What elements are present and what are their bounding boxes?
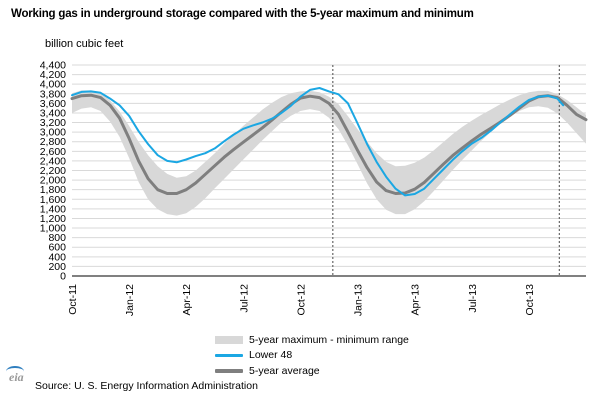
legend-label-lower-48: Lower 48 [249,349,293,362]
eia-logo: eia [9,370,24,384]
legend-swatch-range [215,335,243,344]
x-tick-label-4: Oct-12 [295,284,307,316]
dashed-divider-lines [332,65,560,276]
legend-label-range: 5-year maximum - minimum range [249,333,409,346]
legend-label-average: 5-year average [249,364,320,377]
range-band [72,90,586,216]
y-tick-label-11: 2,200 [40,165,66,177]
y-axis-unit-label: billion cubic feet [45,38,124,50]
source-note: Source: U. S. Energy Information Adminis… [35,380,258,392]
x-tick-label-3: Jul-12 [238,284,250,313]
y-tick-label-0: 0 [60,271,66,283]
series-line-lower-48 [71,87,565,197]
legend-swatch-average [215,368,243,373]
x-tick-label-6: Apr-13 [410,284,422,316]
x-tick-label-0: Oct-11 [67,284,79,315]
y-tick-label-6: 1,200 [40,213,66,225]
x-tick-label-7: Jul-13 [467,284,479,313]
x-tick-label-8: Oct-13 [524,284,536,316]
y-tick-label-13: 2,600 [40,146,66,158]
y-tick-labels: 02004006008001,0001,2001,4001,6001,8002,… [40,60,66,283]
legend-item-range: 5-year maximum - minimum range [215,332,409,348]
legend-swatch-lower-48 [215,353,243,357]
y-tick-label-1: 200 [48,261,66,273]
y-tick-label-16: 3,200 [40,117,66,129]
y-tick-label-21: 4,200 [40,69,66,81]
y-tick-label-15: 3,000 [40,127,66,139]
y-tick-label-2: 400 [48,251,66,263]
legend-item-lower-48: Lower 48 [215,348,409,364]
x-tick-label-2: Apr-12 [181,284,193,316]
y-tick-label-9: 1,800 [40,184,66,196]
x-tick-label-5: Jan-13 [353,284,365,316]
y-tick-label-22: 4,400 [40,60,66,72]
y-tick-label-20: 4,000 [40,79,66,91]
eia-logo-arc-icon [6,366,24,377]
y-tick-label-10: 2,000 [40,175,66,187]
y-tick-label-19: 3,800 [40,88,66,100]
y-tick-label-3: 600 [48,242,66,254]
chart-title: Working gas in underground storage compa… [11,8,474,20]
y-tick-label-4: 800 [48,232,66,244]
y-tick-label-7: 1,400 [40,203,66,215]
y-tick-label-14: 2,800 [40,136,66,148]
legend: 5-year maximum - minimum range Lower 48 … [215,332,409,379]
y-tick-label-8: 1,600 [40,194,66,206]
y-tick-label-18: 3,600 [40,98,66,110]
y-tick-label-12: 2,400 [40,155,66,167]
x-tick-label-1: Jan-12 [124,284,136,316]
y-tick-label-17: 3,400 [40,107,66,119]
legend-item-average: 5-year average [215,363,409,379]
y-tick-label-5: 1,000 [40,223,66,235]
x-tick-labels: Oct-11 Jan-12 Apr-12 Jul-12 Oct-12 Jan-13 Apr-… [67,284,536,316]
